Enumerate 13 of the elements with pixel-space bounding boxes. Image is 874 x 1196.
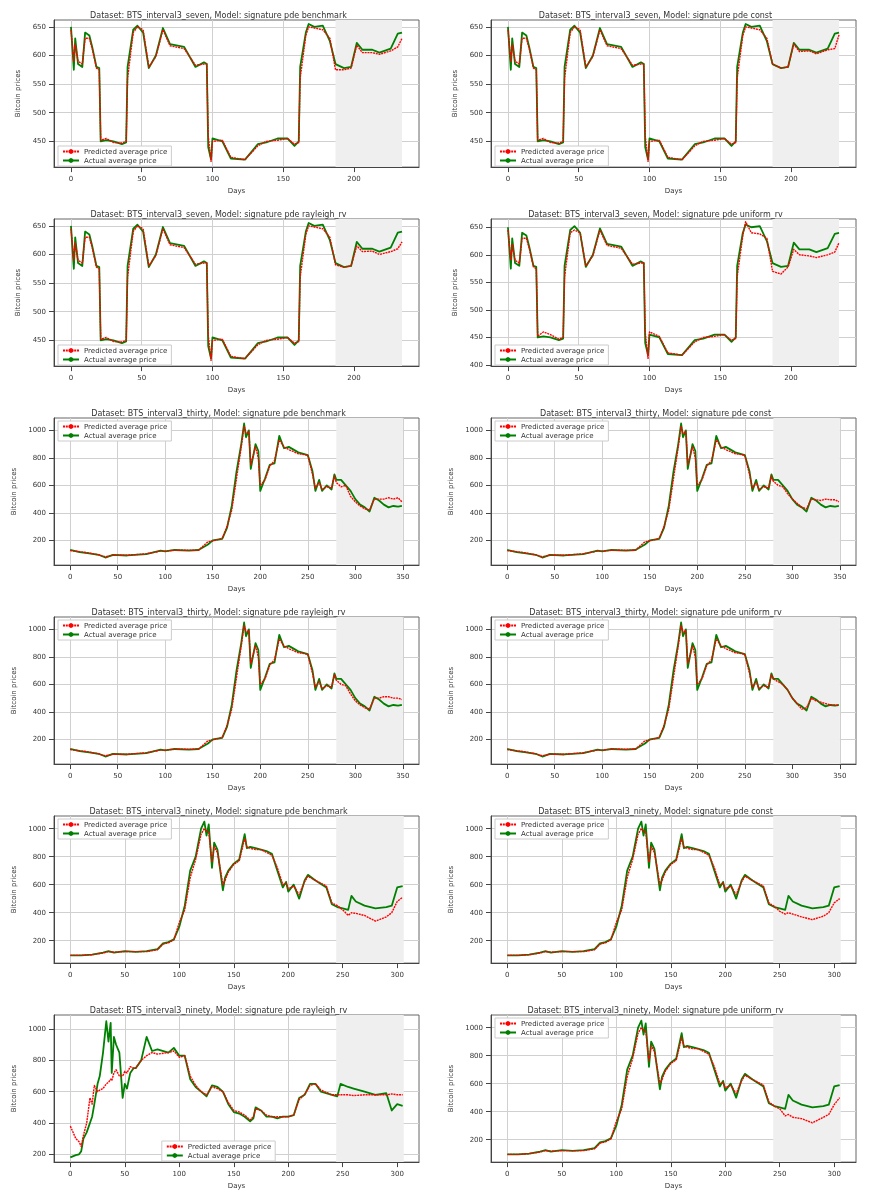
chart-title: Dataset: BTS_interval3_seven, Model: signature pde benchmark (90, 10, 348, 20)
chart-title: Dataset: BTS_interval3_ninety, Model: signature pde benchmark (89, 806, 348, 816)
chart-title: Dataset: BTS_interval3_seven, Model: signature pde uniform_rv (528, 209, 784, 219)
chart-title: Dataset: BTS_interval3_thirty, Model: signature pde const (539, 408, 772, 418)
chart-title: Dataset: BTS_interval3_seven, Model: signature pde rayleigh_rv (90, 209, 347, 219)
chart-title: Dataset: BTS_interval3_seven, Model: signature pde const (538, 10, 773, 20)
chart-title: Dataset: BTS_interval3_ninety, Model: signature pde rayleigh_rv (89, 1005, 348, 1015)
line-series (69, 1020, 404, 1159)
chart-title: Dataset: BTS_interval3_ninety, Model: signature pde const (538, 806, 773, 816)
chart-title: Dataset: BTS_interval3_ninety, Model: signature pde uniform_rv (527, 1005, 784, 1015)
chart-title: Dataset: BTS_interval3_thirty, Model: signature pde rayleigh_rv (91, 607, 346, 617)
chart-title: Dataset: BTS_interval3_thirty, Model: signature pde uniform_rv (529, 607, 782, 617)
chart-title: Dataset: BTS_interval3_thirty, Model: signature pde benchmark (91, 408, 347, 418)
